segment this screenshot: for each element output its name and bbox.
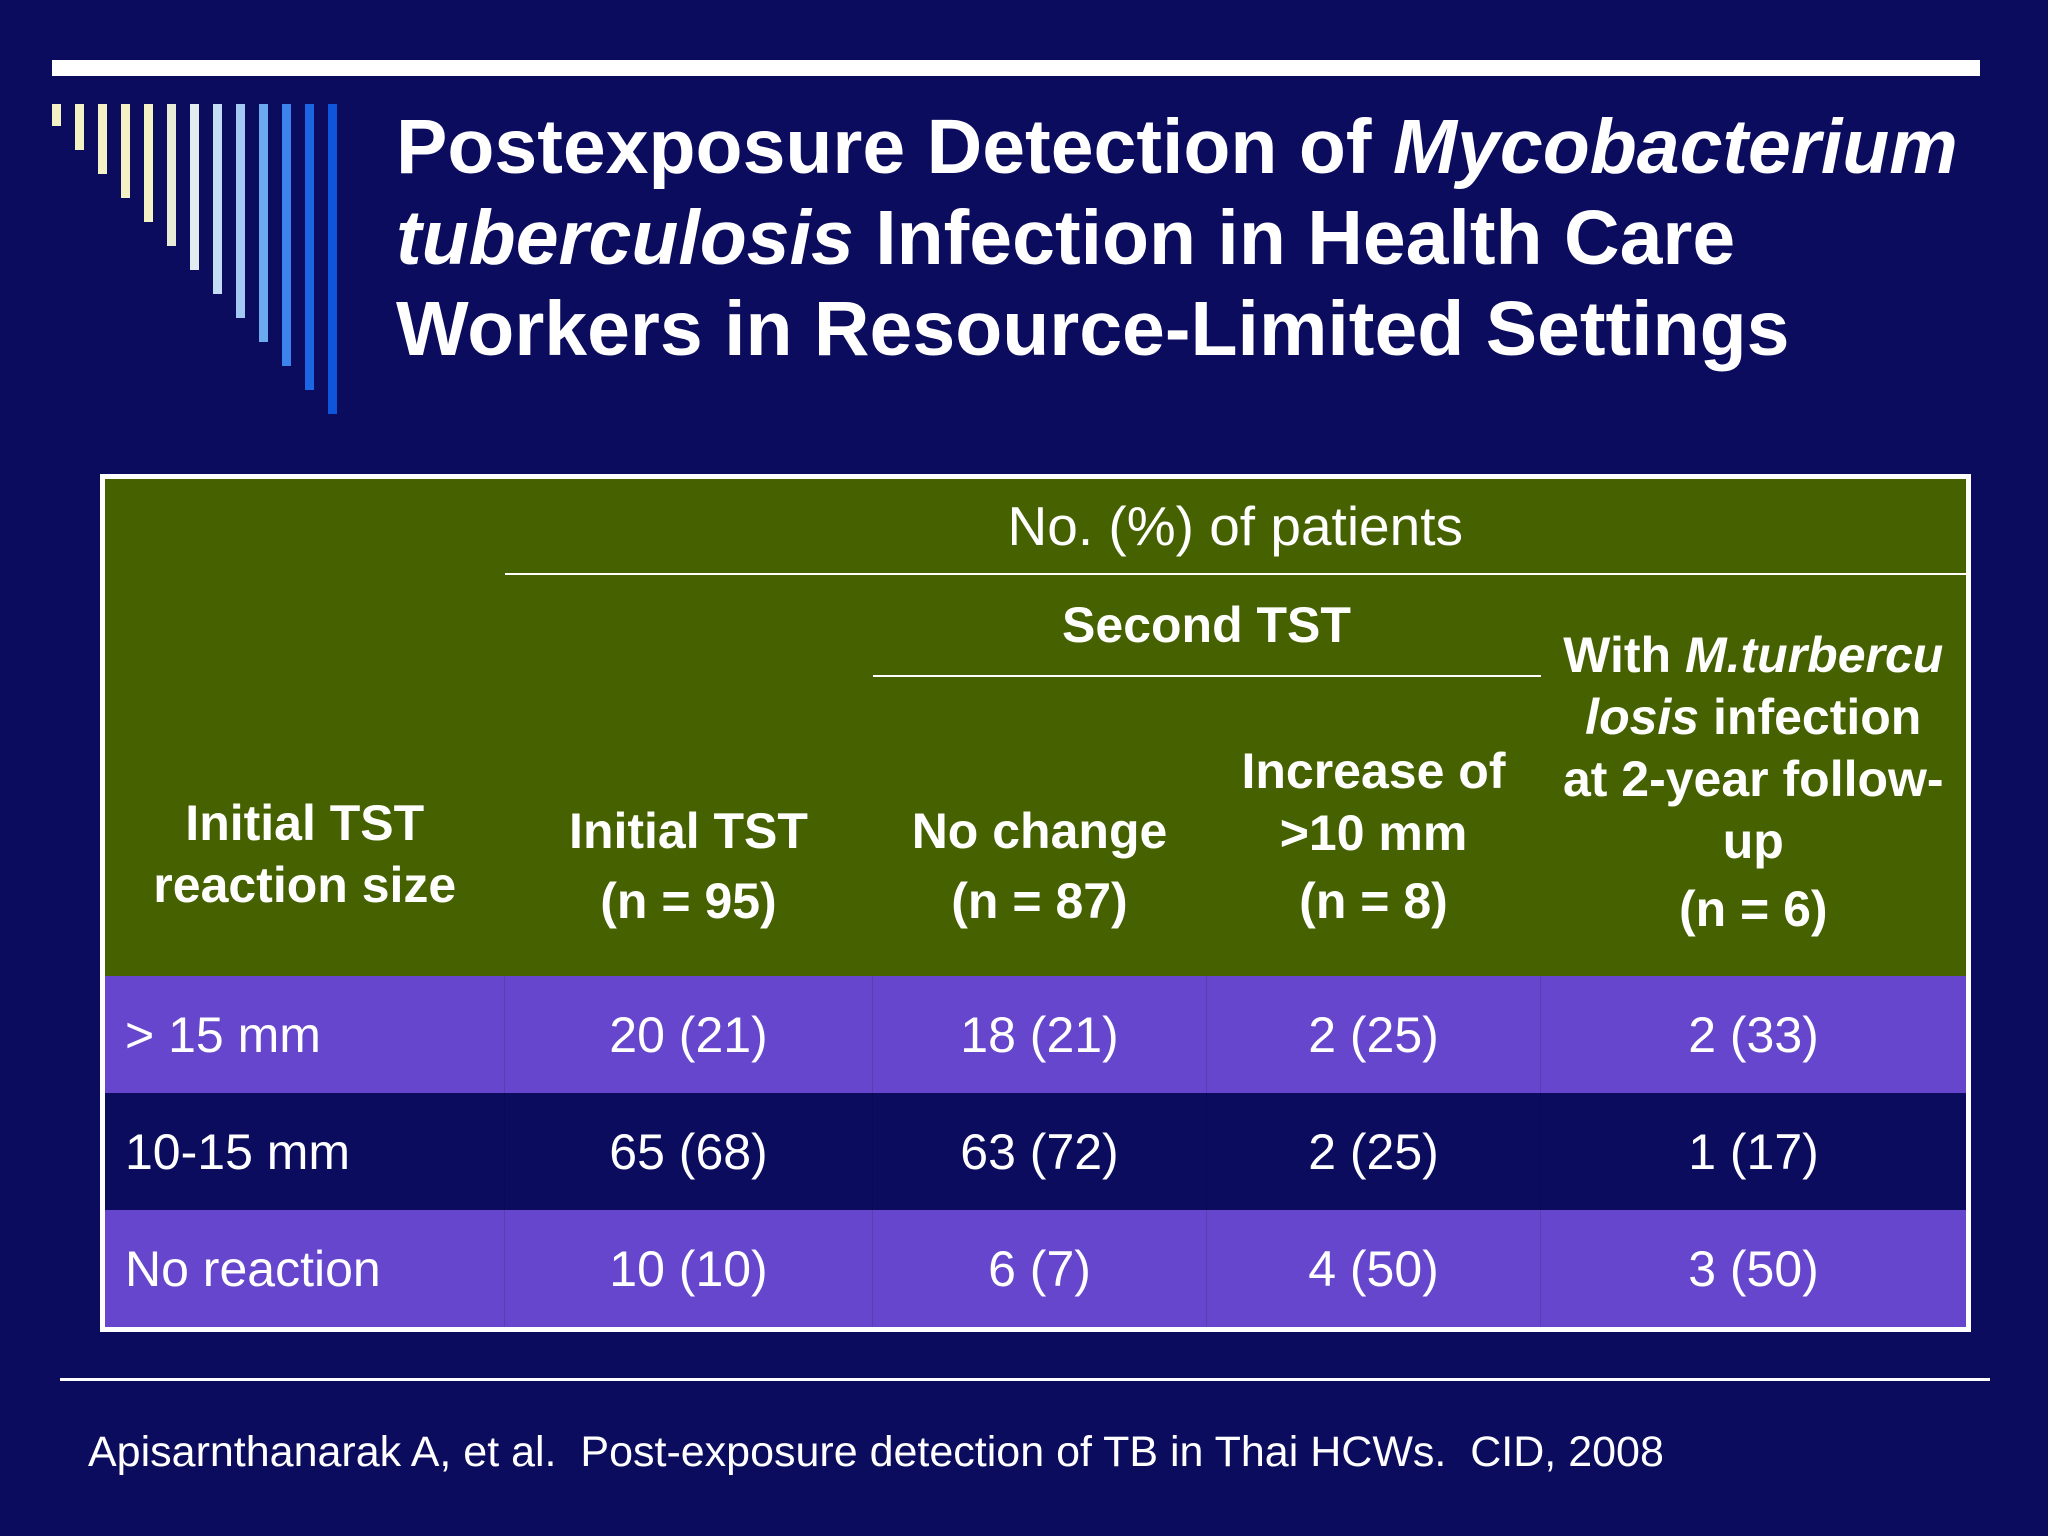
decorative-bar [236,104,245,318]
cell-increase: 2 (25) [1206,1093,1541,1210]
cell-infection: 1 (17) [1539,1093,1969,1210]
row-header-cell: Initial TST reaction size [102,476,505,976]
title-part1: Postexposure Detection of [396,104,1393,190]
decorative-bar [305,104,314,390]
title-part2: Infection in Health Care Workers in Reso… [396,195,1790,372]
col-increase-label: Increase of >10 mm [1241,743,1506,861]
col-header-no-change: No change (n = 87) [872,676,1207,976]
cell-no-change: 6 (7) [872,1210,1207,1330]
col-header-initial-tst: Initial TST (n = 95) [504,574,873,976]
cell-no-change: 63 (72) [872,1093,1207,1210]
super-header: No. (%) of patients [504,476,1969,575]
table-row: 10-15 mm 65 (68) 63 (72) 2 (25) 1 (17) [102,1093,1969,1210]
decorative-bars [0,0,340,420]
table-row: > 15 mm 20 (21) 18 (21) 2 (25) 2 (33) [102,976,1969,1093]
cell-increase: 2 (25) [1206,976,1541,1093]
slide-title: Postexposure Detection of Mycobacterium … [396,102,2036,375]
decorative-bar [98,104,107,174]
decorative-bar [282,104,291,366]
table-row: No reaction 10 (10) 6 (7) 4 (50) 3 (50) [102,1210,1969,1330]
col-infection-label: With M.turberculosis infection at 2-year… [1541,624,1967,872]
super-header-label: No. (%) of patients [1007,495,1463,557]
bottom-rule [60,1378,1990,1381]
col-initial-tst-n: (n = 95) [600,873,777,929]
cell-initial-tst: 10 (10) [504,1210,873,1330]
cell-initial-tst: 65 (68) [504,1093,873,1210]
col-infection-italic: M.turberculosis [1585,627,1944,745]
decorative-bar [167,104,176,246]
col-infection-n: (n = 6) [1678,881,1828,937]
top-rule [52,60,1980,76]
col-no-change-label: No change [911,803,1168,859]
citation: Apisarnthanarak A, et al. Post-exposure … [88,1428,1664,1476]
col-header-infection: With M.turberculosis infection at 2-year… [1540,574,1969,976]
col-no-change-n: (n = 87) [951,873,1128,929]
row-header-label: Initial TST reaction size [153,795,457,913]
results-table: Initial TST reaction size No. (%) of pat… [100,474,1972,1332]
cell-no-change: 18 (21) [872,976,1207,1093]
cell-infection: 3 (50) [1539,1210,1969,1330]
title-italic-species: Mycobacterium tuberculosis [396,104,1958,281]
decorative-bar [75,104,84,150]
second-tst-label: Second TST [1062,597,1351,653]
decorative-bar [328,104,337,414]
cell-initial-tst: 20 (21) [504,976,873,1093]
decorative-bar [52,104,61,126]
col-infection-suffix: infection at 2-year follow-up [1562,689,1944,869]
row-label: > 15 mm [102,976,505,1093]
col-infection-prefix: With [1563,627,1685,683]
col-increase-n: (n = 8) [1299,873,1448,929]
decorative-bar [144,104,153,222]
col-header-increase: Increase of >10 mm (n = 8) [1206,676,1541,976]
col-header-second-tst: Second TST [872,574,1541,677]
cell-infection: 2 (33) [1539,976,1969,1093]
decorative-bar [121,104,130,198]
decorative-bar [213,104,222,294]
decorative-bar [259,104,268,342]
cell-increase: 4 (50) [1206,1210,1541,1330]
row-label: No reaction [102,1210,505,1330]
row-label: 10-15 mm [102,1093,505,1210]
col-initial-tst-label: Initial TST [569,803,808,859]
decorative-bar [190,104,199,270]
